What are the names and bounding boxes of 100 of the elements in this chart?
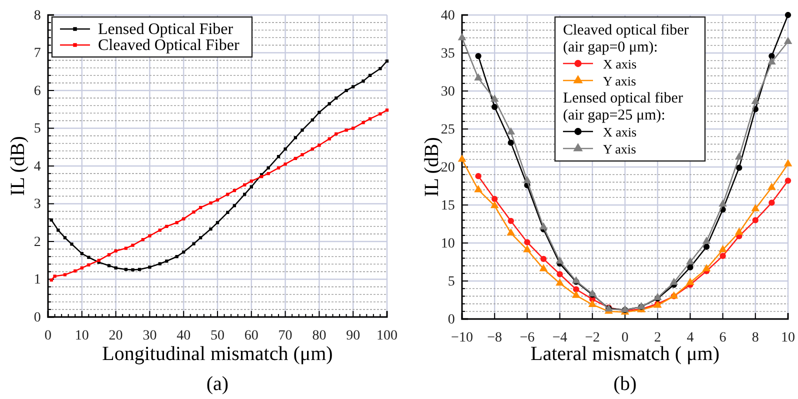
point (572, 276, 580, 284)
point (768, 182, 776, 190)
point (334, 132, 338, 136)
x-tick-label: 0 (622, 330, 628, 346)
point (474, 73, 482, 80)
point (588, 300, 597, 307)
point (556, 256, 564, 264)
legend-label: Lensed Optical Fiber (98, 21, 234, 38)
point (653, 292, 662, 300)
point (243, 192, 246, 196)
x-tick-label: 90 (346, 328, 360, 344)
y-tick-label: 8 (34, 8, 41, 24)
point (294, 136, 298, 140)
point (87, 263, 90, 266)
point (368, 74, 372, 77)
point (702, 264, 711, 272)
point (334, 96, 338, 100)
x-tick-label: 4 (686, 330, 694, 346)
point (734, 152, 744, 160)
point (751, 96, 760, 104)
point (300, 153, 304, 156)
point (216, 221, 220, 224)
point (508, 218, 514, 224)
point (556, 271, 563, 278)
y-tick-label: 0 (34, 310, 41, 326)
point (475, 52, 482, 60)
point (328, 102, 331, 106)
point (702, 236, 711, 244)
y-tick-label: 5 (34, 122, 41, 137)
point (232, 204, 236, 208)
point (141, 238, 144, 242)
point (328, 137, 331, 140)
point (474, 184, 482, 192)
x-tick-label: 60 (244, 328, 258, 344)
point (784, 36, 792, 44)
y-tick-label: 3 (34, 197, 41, 212)
point (540, 256, 547, 262)
point (284, 147, 287, 151)
point (70, 242, 74, 246)
point (508, 140, 514, 146)
x-tick-label: −6 (520, 330, 535, 346)
point (266, 172, 270, 176)
point (506, 228, 516, 236)
annotation: Cleaved optical fiber (air gap=0 μm): (563, 22, 689, 56)
point (107, 253, 111, 256)
y-tick-label: 5 (448, 274, 455, 290)
point (138, 268, 142, 272)
point (490, 200, 499, 208)
point (352, 126, 355, 130)
x-tick-label: 8 (752, 330, 759, 346)
point (768, 200, 775, 206)
point (720, 252, 726, 260)
point (284, 162, 287, 166)
x-tick-label: −10 (451, 330, 473, 346)
point (114, 249, 118, 253)
point (539, 222, 548, 230)
point (107, 264, 111, 268)
point (768, 52, 775, 60)
point (687, 264, 694, 270)
point (344, 128, 348, 132)
point (556, 278, 564, 286)
point (80, 266, 84, 270)
point (784, 159, 792, 166)
point (670, 278, 678, 285)
point (158, 262, 162, 266)
y-tick-label: 6 (34, 84, 41, 99)
point (53, 274, 56, 278)
point (378, 67, 382, 70)
point (124, 268, 128, 272)
legend-label: Y axis (603, 142, 636, 156)
point (506, 127, 516, 134)
point (232, 188, 236, 192)
x-tick-label: −8 (487, 330, 502, 346)
point (718, 199, 727, 207)
point (718, 245, 727, 252)
point (318, 144, 321, 147)
point (524, 239, 530, 246)
point (148, 266, 152, 269)
legend-label: Y axis (603, 74, 636, 88)
x-axis-title: Lateral mismatch ( μm) (530, 343, 720, 365)
x-tick-label: 20 (108, 328, 123, 344)
point (148, 234, 152, 238)
point (378, 112, 382, 116)
point (784, 12, 792, 18)
point (165, 260, 168, 263)
point (87, 256, 90, 259)
point (266, 166, 270, 170)
point (344, 88, 348, 92)
point (294, 156, 298, 160)
point (209, 227, 212, 231)
x-axis-title: Longitudinal mismatch (μm) (102, 343, 333, 365)
point (226, 192, 230, 196)
point (80, 252, 84, 256)
point (492, 104, 498, 110)
y-tick-label: 4 (34, 159, 41, 174)
point (490, 94, 499, 102)
point (523, 245, 532, 252)
y-tick-label: 20 (440, 160, 455, 176)
point (276, 154, 280, 158)
point (703, 244, 710, 250)
